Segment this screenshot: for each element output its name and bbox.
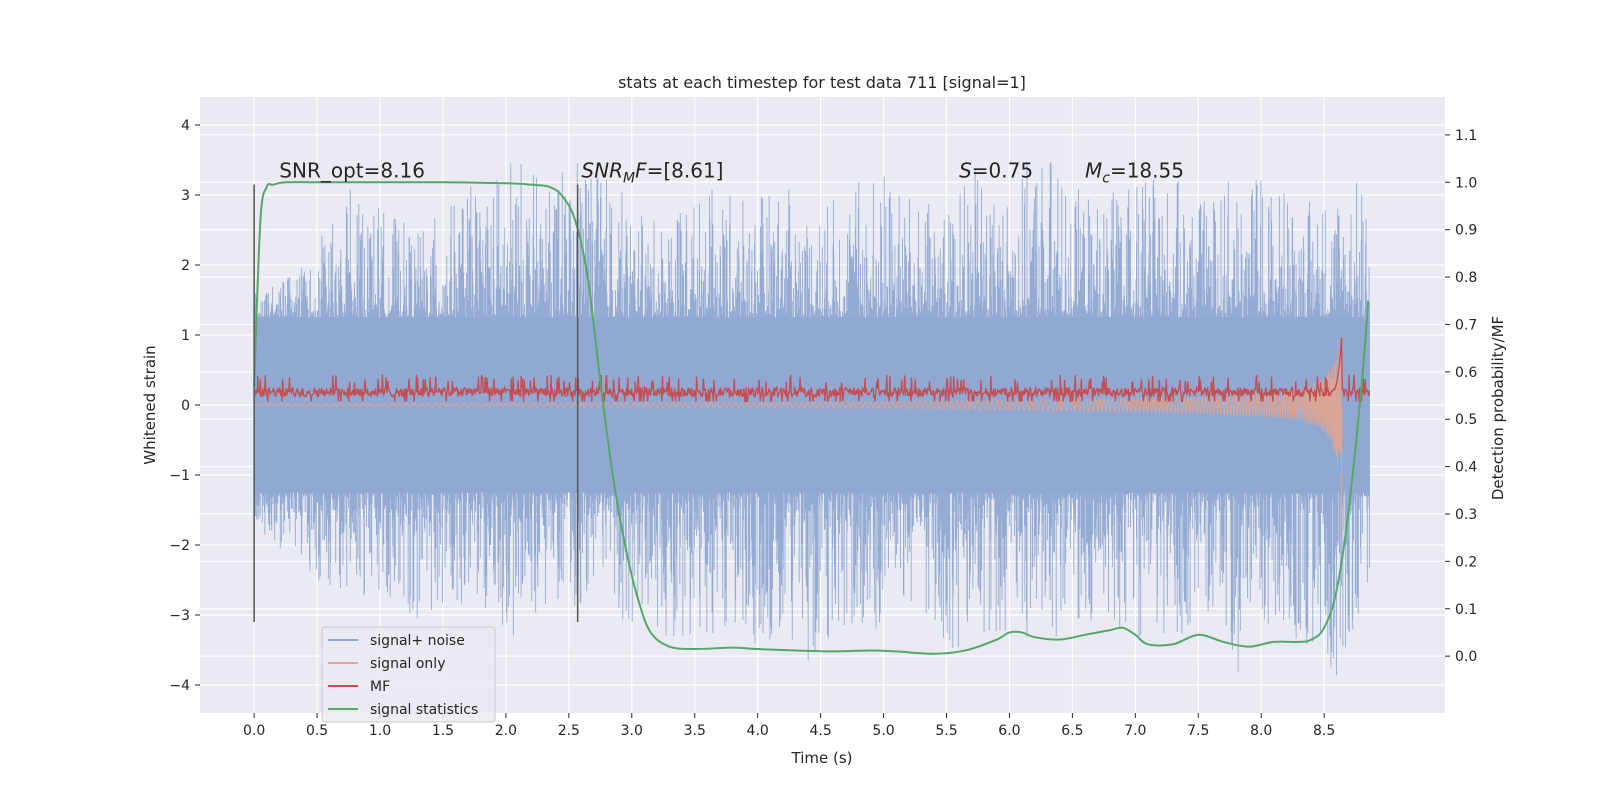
y2-tick-label: 0.3 [1455, 507, 1477, 523]
y-tick-label: 0 [181, 398, 190, 414]
y2-tick-label: 0.7 [1455, 317, 1477, 333]
y-tick-label: 2 [181, 258, 190, 274]
y2-tick-label: 0.1 [1455, 602, 1477, 618]
x-tick-label: 5.0 [872, 723, 894, 739]
signal-statistics-line [253, 181, 1370, 655]
series-signal-only [253, 339, 1343, 539]
annotation: S=0.75 [959, 159, 1033, 183]
legend-label-mf: MF [370, 679, 390, 695]
x-tick-label: 0.5 [306, 723, 328, 739]
x-tick-label: 3.5 [684, 723, 706, 739]
legend-label-signal-statistics: signal statistics [370, 702, 478, 718]
x-tick-label: 8.5 [1313, 723, 1335, 739]
annotation: SNR_opt=8.16 [279, 159, 425, 183]
y2-tick-label: 0.4 [1455, 460, 1477, 476]
x-tick-label: 5.5 [935, 723, 957, 739]
y2-tick-label: 0.6 [1455, 365, 1477, 381]
plot-data [253, 162, 1371, 676]
legend-label-signal-noise: signal+ noise [370, 633, 465, 649]
legend: signal+ noise signal only MF signal stat… [321, 626, 496, 723]
y2-tick-label: 0.9 [1455, 223, 1477, 239]
mf-trace [253, 337, 1371, 403]
series-signal-statistics [253, 181, 1370, 655]
x-tick-label: 8.0 [1250, 723, 1272, 739]
x-tick-label: 7.0 [1124, 723, 1146, 739]
y2-tick-label: 0.2 [1455, 554, 1477, 570]
x-tick-label: 4.5 [809, 723, 831, 739]
vertical-markers [253, 184, 579, 622]
x-tick-label: 2.5 [558, 723, 580, 739]
axes: 0.0 0.5 1.0 1.5 2.0 2.5 3.0 3.5 4.0 4.5 5.0 5.5 6.0 6… [169, 118, 1477, 739]
x-tick-label: 2.0 [495, 723, 517, 739]
y2-tick-label: 1.0 [1455, 175, 1477, 191]
y-tick-label: 1 [181, 328, 190, 344]
signal-only-trace [253, 339, 1343, 539]
annotation: Mc=18.55 [1085, 159, 1184, 187]
annotation: SNRMF=[8.61] [581, 159, 723, 187]
y-axis-label: Whitened strain [141, 345, 159, 464]
annotations: SNR_opt=8.16 SNRMF=[8.61] S=0.75 Mc=18.55 [279, 159, 1184, 187]
y-tick-label: −1 [169, 468, 190, 484]
y-tick-label: −2 [169, 538, 190, 554]
y2-tick-label: 0.0 [1455, 649, 1477, 665]
x-tick-label: 4.0 [747, 723, 769, 739]
x-tick-label: 1.5 [432, 723, 454, 739]
y2-tick-label: 0.8 [1455, 270, 1477, 286]
x-tick-label: 3.0 [621, 723, 643, 739]
y2-tick-label: 0.5 [1455, 412, 1477, 428]
x-axis-label: Time (s) [791, 749, 853, 767]
y-tick-label: −4 [169, 678, 190, 694]
chart-title: stats at each timestep for test data 711… [618, 73, 1026, 92]
y-tick-label: 3 [181, 188, 190, 204]
right-y-axis-label: Detection probability/MF [1489, 316, 1507, 500]
y2-tick-label: 1.1 [1455, 128, 1477, 144]
x-tick-label: 0.0 [243, 723, 265, 739]
y-tick-label: −3 [169, 608, 190, 624]
legend-label-signal-only: signal only [370, 656, 445, 672]
x-tick-label: 1.0 [369, 723, 391, 739]
legend-box [321, 626, 496, 723]
y-tick-label: 4 [181, 118, 190, 134]
x-tick-label: 6.5 [1061, 723, 1083, 739]
series-mf [253, 337, 1371, 403]
x-tick-label: 6.0 [998, 723, 1020, 739]
x-tick-label: 7.5 [1187, 723, 1209, 739]
